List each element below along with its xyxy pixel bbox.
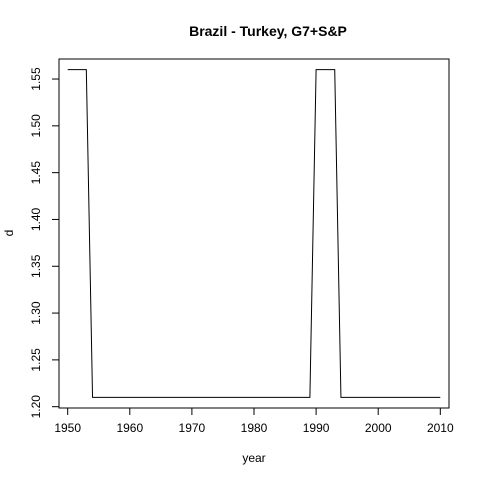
x-axis-title: year — [242, 451, 265, 465]
y-tick-label: 1.20 — [29, 395, 43, 419]
x-tick-label: 1980 — [241, 421, 268, 435]
x-tick-label: 1990 — [303, 421, 330, 435]
y-tick-label: 1.35 — [29, 254, 43, 278]
chart-title: Brazil - Turkey, G7+S&P — [189, 23, 347, 39]
x-tick-label: 1950 — [54, 421, 81, 435]
y-axis-title: d — [2, 230, 16, 237]
y-tick-label: 1.55 — [29, 67, 43, 91]
plot-layer — [67, 69, 441, 398]
y-tick-label: 1.30 — [29, 301, 43, 325]
x-tick-label: 1970 — [179, 421, 206, 435]
y-tick-label: 1.25 — [29, 348, 43, 372]
x-axis: 1950 1960 1970 1980 1990 2000 2010 — [54, 407, 454, 435]
x-tick-label: 2010 — [427, 421, 454, 435]
y-tick-label: 1.50 — [29, 114, 43, 138]
x-tick-label: 1960 — [116, 421, 143, 435]
y-tick-label: 1.45 — [29, 161, 43, 185]
y-tick-label: 1.40 — [29, 207, 43, 231]
y-axis: 1.20 1.25 1.30 1.35 1.40 1.45 1.50 1.55 — [29, 67, 60, 419]
series-line — [67, 69, 441, 398]
x-tick-label: 2000 — [365, 421, 392, 435]
